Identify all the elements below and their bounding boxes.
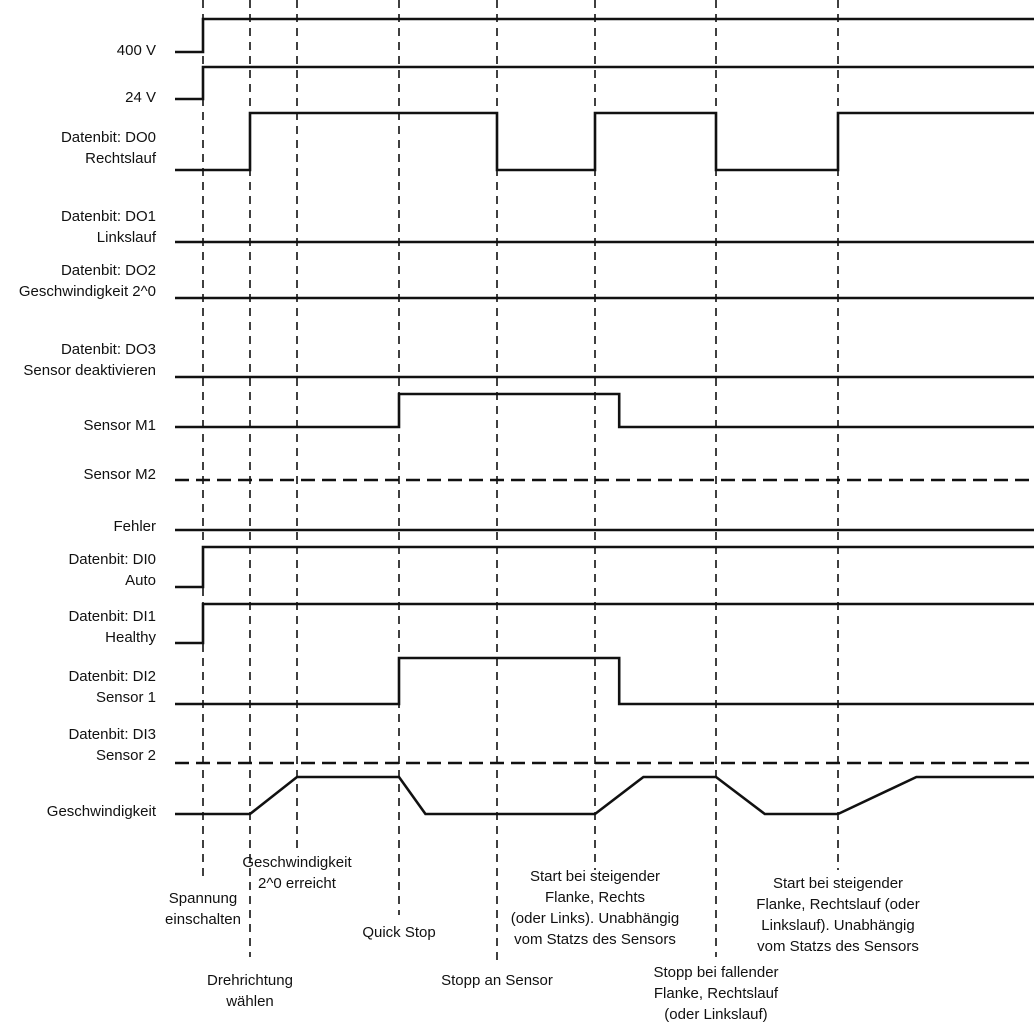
signal-label-line: Sensor 2 [95,747,156,764]
annotation-line: Linkslauf). Unabhängig [761,917,915,934]
signal-label: 400 V [117,40,156,61]
annotation-line: 2^0 erreicht [258,875,336,892]
signal-label: Datenbit: DO2 Geschwindigkeit 2^0 [19,260,156,302]
signal-label-line: Datenbit: DI0 [68,551,156,568]
event-annotation: Stopp an Sensor [441,970,553,991]
signal-waveform [175,392,1034,429]
signal-label: Datenbit: DO1 Linkslauf [61,206,156,248]
signal-label-line: Healthy [105,629,156,646]
signal-label: Datenbit: DO0 Rechtslauf [61,127,156,169]
event-annotation: Quick Stop [362,922,435,943]
signal-label: Datenbit: DO3 Sensor deaktivieren [23,339,156,381]
signal-label-line: Datenbit: DO0 [60,129,156,146]
signal-label-line: Sensor M1 [83,417,156,434]
annotation-line: Spannung [168,890,238,907]
signal-label: Datenbit: DI0 Auto [68,549,156,591]
signal-label-line: Auto [125,572,156,589]
signal-label-line: Datenbit: DI2 [68,668,156,685]
signal-label: Sensor M2 [83,464,156,485]
signal-label-line: Geschwindigkeit [46,803,156,820]
event-annotation: Spannung einschalten [165,888,241,930]
signal-waveform [175,65,1034,101]
annotation-line: wählen [226,993,274,1010]
annotation-line: Quick Stop [362,924,436,941]
signal-waveform [175,111,1034,172]
annotation-line: Drehrichtung [207,972,293,989]
signal-label-line: Datenbit: DO1 [60,208,156,225]
annotation-line: vom Statzs des Sensors [514,931,676,948]
signal-label: 24 V [125,87,156,108]
signal-label-line: Sensor 1 [95,689,156,706]
signal-label-line: Geschwindigkeit 2^0 [18,283,156,300]
annotation-line: Flanke, Rechtslauf (oder [756,896,920,913]
event-annotation: Start bei steigender Flanke, Rechts (oder … [511,866,679,950]
signal-label-line: Sensor M2 [83,466,156,483]
annotation-line: Stopp bei fallender [653,964,779,981]
annotation-line: Geschwindigkeit [242,854,352,871]
event-annotation: Geschwindigkeit 2^0 erreicht [242,852,351,894]
signal-label-line: Rechtslauf [85,150,156,167]
annotation-line: Flanke, Rechts [544,889,646,906]
signal-label: Datenbit: DI2 Sensor 1 [68,666,156,708]
annotation-line: vom Statzs des Sensors [757,938,919,955]
signal-waveform [175,17,1034,54]
event-annotation: Start bei steigender Flanke, Rechtslauf (… [756,873,919,957]
signal-waveform [175,545,1034,589]
signal-label: Datenbit: DI1 Healthy [68,606,156,648]
event-annotation: Stopp bei fallender Flanke, Rechtslauf (od… [653,962,778,1025]
annotation-line: Start bei steigender [772,875,904,892]
signal-waveform [175,775,1034,816]
signal-label-line: Datenbit: DO2 [60,262,156,279]
signal-waveform [175,602,1034,645]
signal-label-line: 24 V [125,89,156,106]
annotation-line: (oder Links). Unabhängig [510,910,680,927]
annotation-line: Start bei steigender [529,868,661,885]
event-annotation: Drehrichtung wählen [207,970,293,1012]
signal-label-line: Linkslauf [96,229,156,246]
annotation-line: Flanke, Rechtslauf [653,985,779,1002]
signal-label-line: 400 V [116,42,156,59]
signal-label-line: Datenbit: DI1 [68,608,156,625]
signal-label-line: Sensor deaktivieren [23,362,156,379]
signal-label: Geschwindigkeit [47,801,156,822]
signal-label-line: Datenbit: DO3 [60,341,156,358]
signal-label-line: Datenbit: DI3 [68,726,156,743]
signal-waveform [175,656,1034,706]
annotation-line: einschalten [165,911,241,928]
signal-label-line: Fehler [113,518,156,535]
signal-label: Datenbit: DI3 Sensor 2 [68,724,156,766]
annotation-line: Stopp an Sensor [441,972,553,989]
signal-label: Fehler [113,516,156,537]
annotation-line: (oder Linkslauf) [664,1006,768,1023]
signal-label: Sensor M1 [83,415,156,436]
